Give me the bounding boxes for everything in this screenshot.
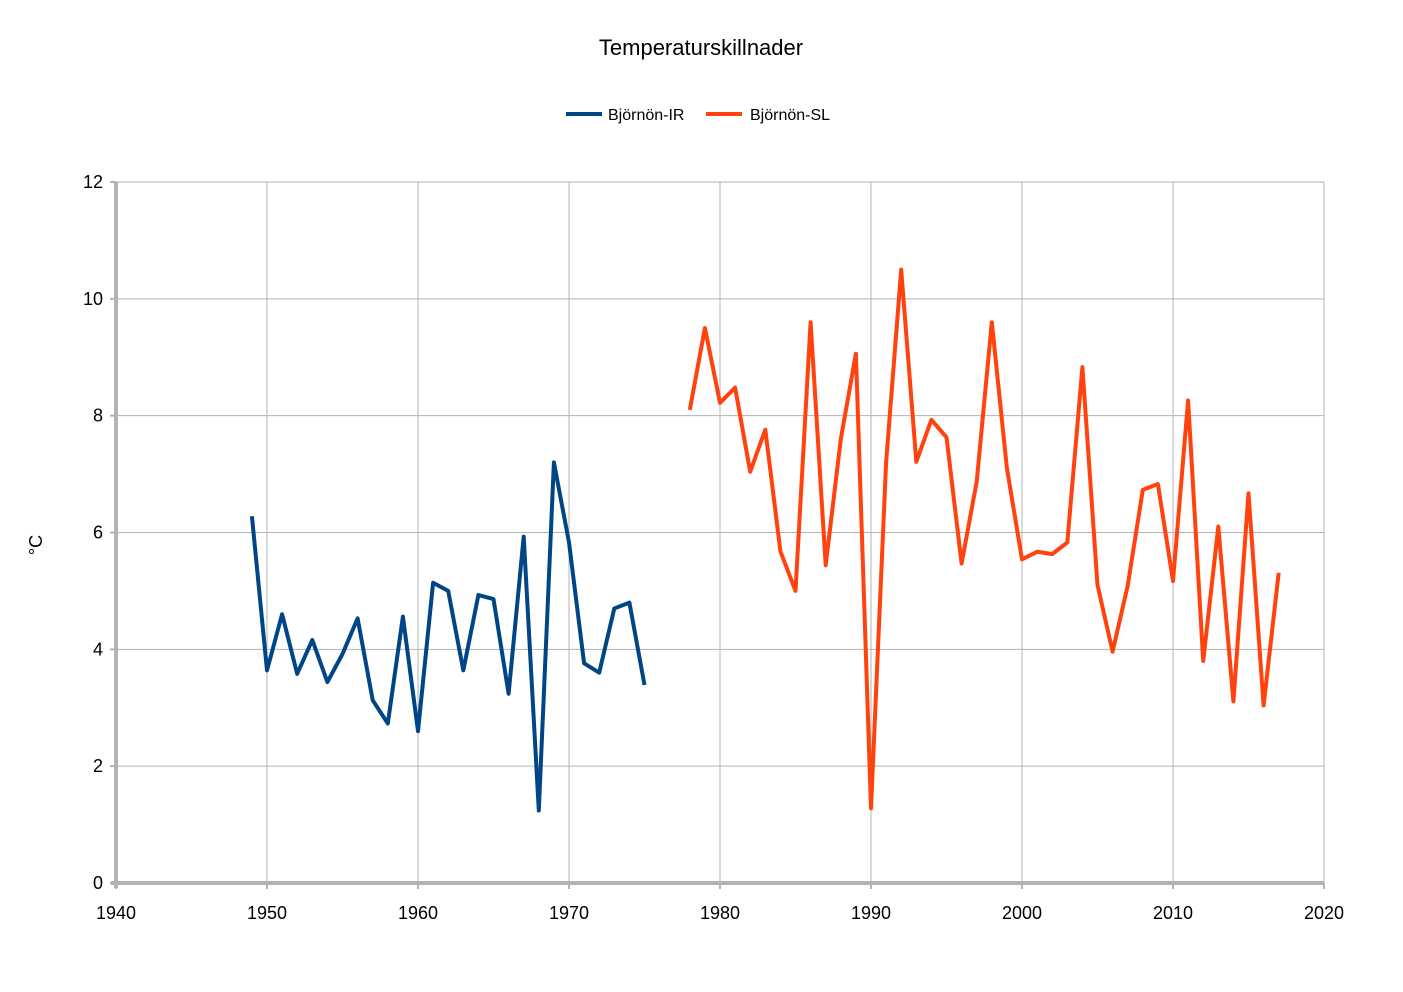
grid <box>115 181 1325 884</box>
series-line-2 <box>687 267 1281 811</box>
y-axis-label: °C <box>26 535 46 555</box>
x-tick-label: 1990 <box>851 903 891 923</box>
y-tick-label: 4 <box>93 639 103 659</box>
x-tick-label: 1940 <box>96 903 136 923</box>
legend-label: Björnön-IR <box>608 107 684 124</box>
y-axis-ticks: 0 2 4 6 8 10 12 <box>83 172 116 893</box>
series-group <box>249 267 1281 813</box>
x-tick-label: 1950 <box>247 903 287 923</box>
y-tick-label: 12 <box>83 172 103 192</box>
x-tick-label: 1980 <box>700 903 740 923</box>
legend-label: Björnön-SL <box>750 107 830 124</box>
chart-title: Temperaturskillnader <box>599 35 803 60</box>
x-axis-ticks: 1940 1950 1960 1970 1980 1990 2000 2010 2020 <box>96 883 1344 923</box>
x-tick-label: 2010 <box>1153 903 1193 923</box>
y-tick-label: 6 <box>93 523 103 543</box>
x-tick-label: 2000 <box>1002 903 1042 923</box>
x-tick-label: 2020 <box>1304 903 1344 923</box>
y-tick-label: 8 <box>93 406 103 426</box>
series-line-1 <box>249 460 647 813</box>
x-tick-label: 1970 <box>549 903 589 923</box>
y-tick-label: 10 <box>83 289 103 309</box>
y-tick-label: 2 <box>93 756 103 776</box>
y-tick-label: 0 <box>93 873 103 893</box>
x-tick-label: 1960 <box>398 903 438 923</box>
legend: Björnön-IR Björnön-SL <box>566 107 830 124</box>
